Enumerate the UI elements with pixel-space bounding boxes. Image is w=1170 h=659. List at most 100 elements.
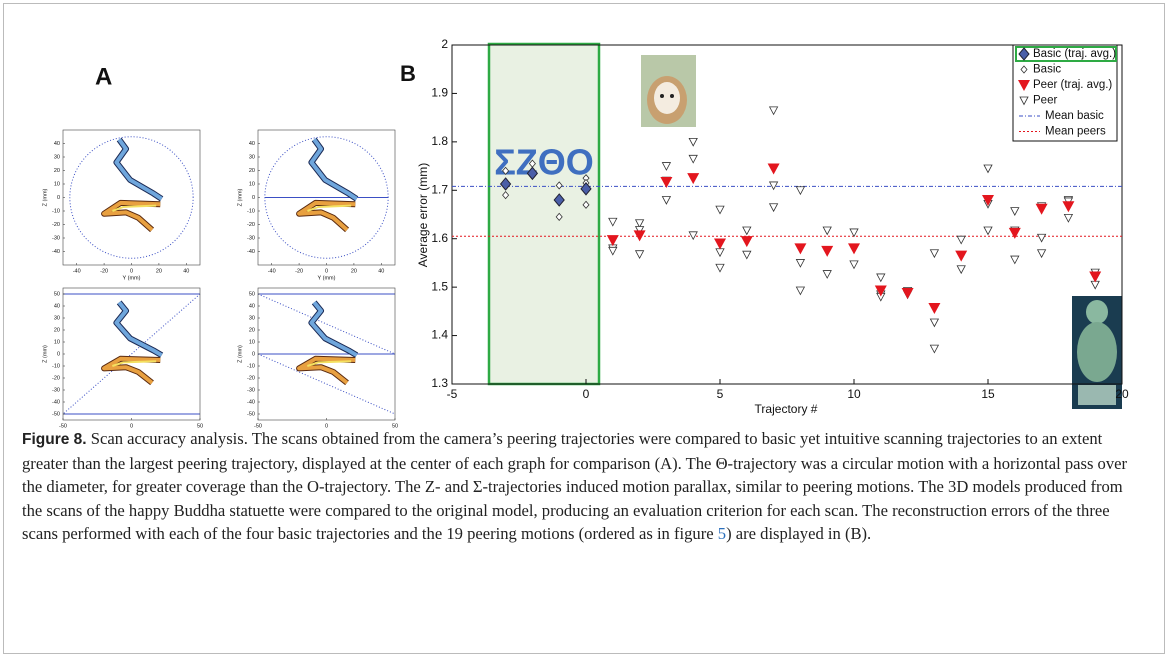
y-tick-label: -30 [52,235,60,241]
y-tick-label: 1.8 [431,134,448,148]
y-tick-label: -40 [52,249,60,255]
peer-point [634,250,645,260]
figure: A B ΣZΘO Trajectory # Average error (mm) [42,37,1129,429]
figure-label: Figure 8. [22,431,87,448]
figure-link[interactable]: 5 [717,524,727,544]
peer-point [634,226,645,235]
y-tick-label: -10 [52,208,60,214]
y-tick-label: 20 [249,168,255,174]
theta-trajectory [265,137,388,259]
y-axis-label: Z (mm) [42,188,48,206]
peer-point [688,137,698,147]
peer-point [876,273,886,283]
peer-point [795,286,806,296]
buddha-image [1072,296,1122,409]
peer-point [688,231,698,241]
legend-label: Basic (traj. avg.) [1033,48,1116,60]
peer-point [929,318,940,328]
x-tick-label: 20 [351,268,357,274]
basic-avg-point [580,182,592,196]
peer-point [983,164,993,174]
caption-text: ) are displayed in (B). [726,524,872,544]
y-tick-label: -20 [247,375,255,381]
peer-point [849,260,859,270]
x-tick-label: 20 [1115,387,1129,401]
y-tick-label: 0 [57,195,60,201]
panel-label: A [95,63,112,90]
peer-point [929,344,940,354]
y-tick-label: 10 [54,181,60,187]
peer-point [715,205,725,215]
peer-point [1036,249,1047,259]
peer-point [608,246,618,256]
y-tick-label: -30 [247,235,255,241]
peer-point [634,219,645,229]
basic-avg-point [1018,47,1030,61]
basic-avg-point [553,193,565,207]
legend-highlight [1015,46,1117,62]
x-tick-label: 0 [325,268,328,274]
x-tick-label: 0 [583,387,590,401]
y-tick-label: 0 [252,351,255,357]
figure-frame [3,3,1165,654]
peer-point [795,186,806,196]
peer-avg-point [955,250,968,262]
y-tick-label: 1.6 [431,231,448,245]
peer-point [1063,213,1074,223]
y-tick-label: 0 [57,351,60,357]
peer-avg-point [740,236,753,248]
x-tick-label: -40 [268,268,276,274]
x-axis-label: Y (mm) [123,275,141,281]
x-tick-label: -40 [73,268,81,274]
y-tick-label: 1.4 [431,328,448,342]
y-tick-label: 40 [54,303,60,309]
peer-avg-point [928,302,941,314]
y-tick-label: 50 [54,291,60,297]
legend-label: Peer (traj. avg.) [1033,79,1112,91]
peer-avg-point [767,163,780,175]
y-axis-label: Z (mm) [237,188,243,206]
peer-avg-point [874,285,887,297]
x-tick-label: 15 [981,387,995,401]
y-tick-label: -10 [247,208,255,214]
peer-point [1019,96,1029,106]
o-trajectory [70,137,193,259]
x-tick-label: 10 [847,387,861,401]
x-axis-label: Trajectory # [755,402,818,416]
y-tick-label: 30 [54,154,60,160]
peer-point [661,196,672,205]
peer-avg-point [1018,80,1030,91]
basic-point [582,200,590,209]
peer-point [715,263,725,273]
y-tick-label: -10 [247,363,255,369]
peer-point [849,228,859,238]
y-tick-label: 30 [249,154,255,160]
peer-point [768,106,779,116]
peer-avg-point [633,230,646,242]
legend-label: Mean basic [1045,110,1104,122]
y-axis-label: Average error (mm) [416,163,430,267]
highlight-box [487,42,601,386]
peer-avg-point [821,245,834,257]
basic-point [502,191,510,200]
y-tick-label: 10 [249,181,255,187]
x-axis-label: Y (mm) [318,275,336,281]
peer-point [956,265,966,275]
panel-label: B [400,61,416,86]
legend-label: Peer [1033,95,1057,107]
basic-avg-point [526,166,539,181]
peer-point [929,249,940,259]
basic-avg-point [499,177,512,191]
y-tick-label: 40 [54,141,60,147]
peer-avg-point [1008,227,1021,239]
annotation: ΣZΘO [494,142,594,183]
sigma-trajectory [258,294,395,414]
peer-point [688,154,698,164]
y-tick-label: 1.9 [431,86,448,100]
x-tick-label: -20 [100,268,108,274]
y-tick-label: 2 [441,37,448,51]
y-axis-label: Z (mm) [237,345,243,363]
y-tick-label: 10 [249,339,255,345]
y-tick-label: -20 [52,375,60,381]
